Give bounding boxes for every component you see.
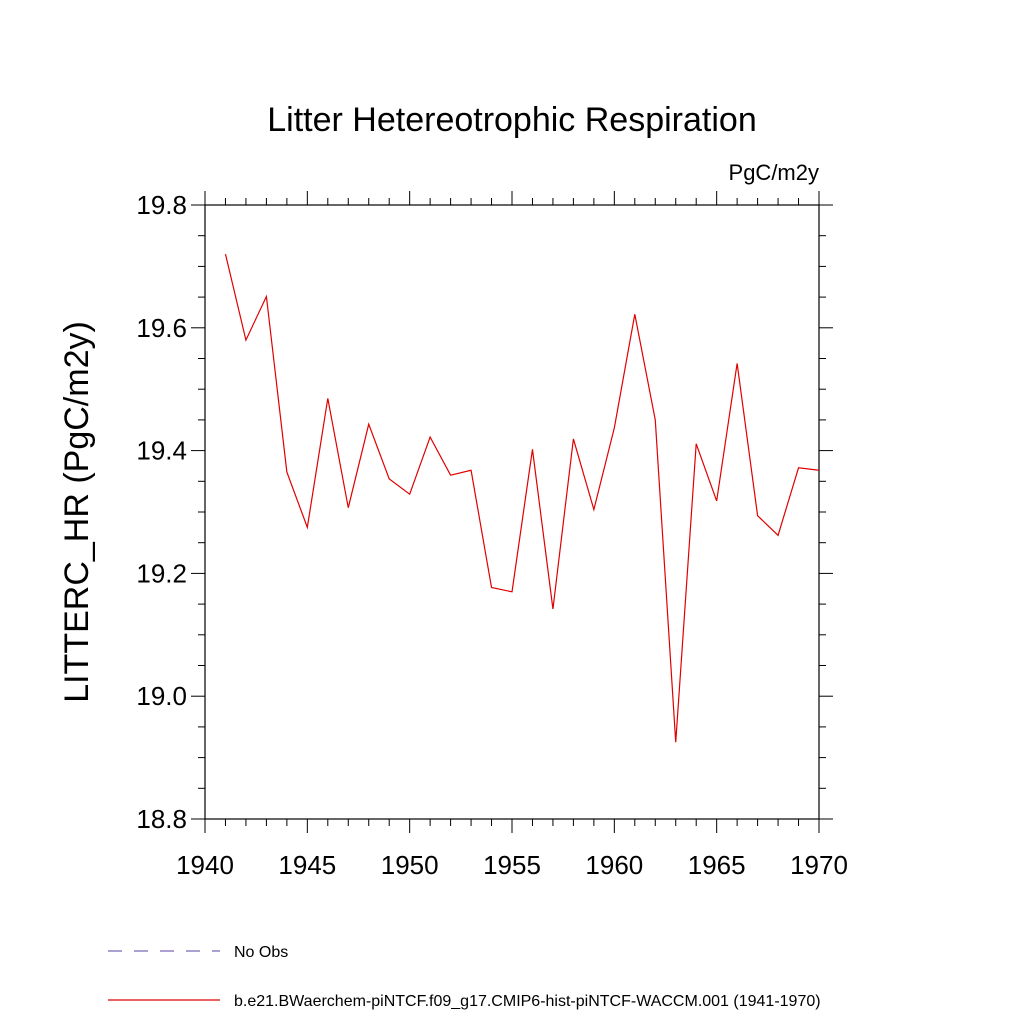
y-tick-label: 19.8: [136, 190, 187, 220]
x-tick-label: 1940: [176, 850, 234, 880]
y-axis-label: LITTERC_HR (PgC/m2y): [58, 321, 96, 703]
series-layer: [224, 253, 820, 743]
series-line-1: [224, 253, 820, 743]
plot-frame: [204, 204, 820, 820]
y-tick-label: 18.8: [136, 804, 187, 834]
legend: No Obs b.e21.BWaerchem-piNTCF.f09_g17.CMI…: [108, 944, 821, 1010]
x-tick-label: 1945: [278, 850, 336, 880]
x-tick-label: 1955: [483, 850, 541, 880]
legend-label: b.e21.BWaerchem-piNTCF.f09_g17.CMIP6-his…: [234, 993, 821, 1010]
plot-border: [204, 204, 820, 820]
units-label: PgC/m2y: [729, 160, 819, 185]
y-axis-ticks: 18.8 19.0 19.2 19.4 19.6 19.8: [136, 190, 833, 834]
x-tick-label: 1970: [790, 850, 848, 880]
chart-title: Litter Hetereotrophic Respiration: [267, 101, 756, 139]
legend-label: No Obs: [234, 944, 288, 961]
x-tick-label: 1960: [585, 850, 643, 880]
y-tick-label: 19.2: [136, 558, 187, 588]
x-axis-ticks: 1940 1945 1950 1955 1960 1965 1970: [176, 191, 848, 880]
y-tick-label: 19.0: [136, 681, 187, 711]
y-tick-label: 19.4: [136, 436, 187, 466]
x-tick-label: 1950: [381, 850, 439, 880]
x-tick-label: 1965: [688, 850, 746, 880]
y-tick-label: 19.6: [136, 313, 187, 343]
